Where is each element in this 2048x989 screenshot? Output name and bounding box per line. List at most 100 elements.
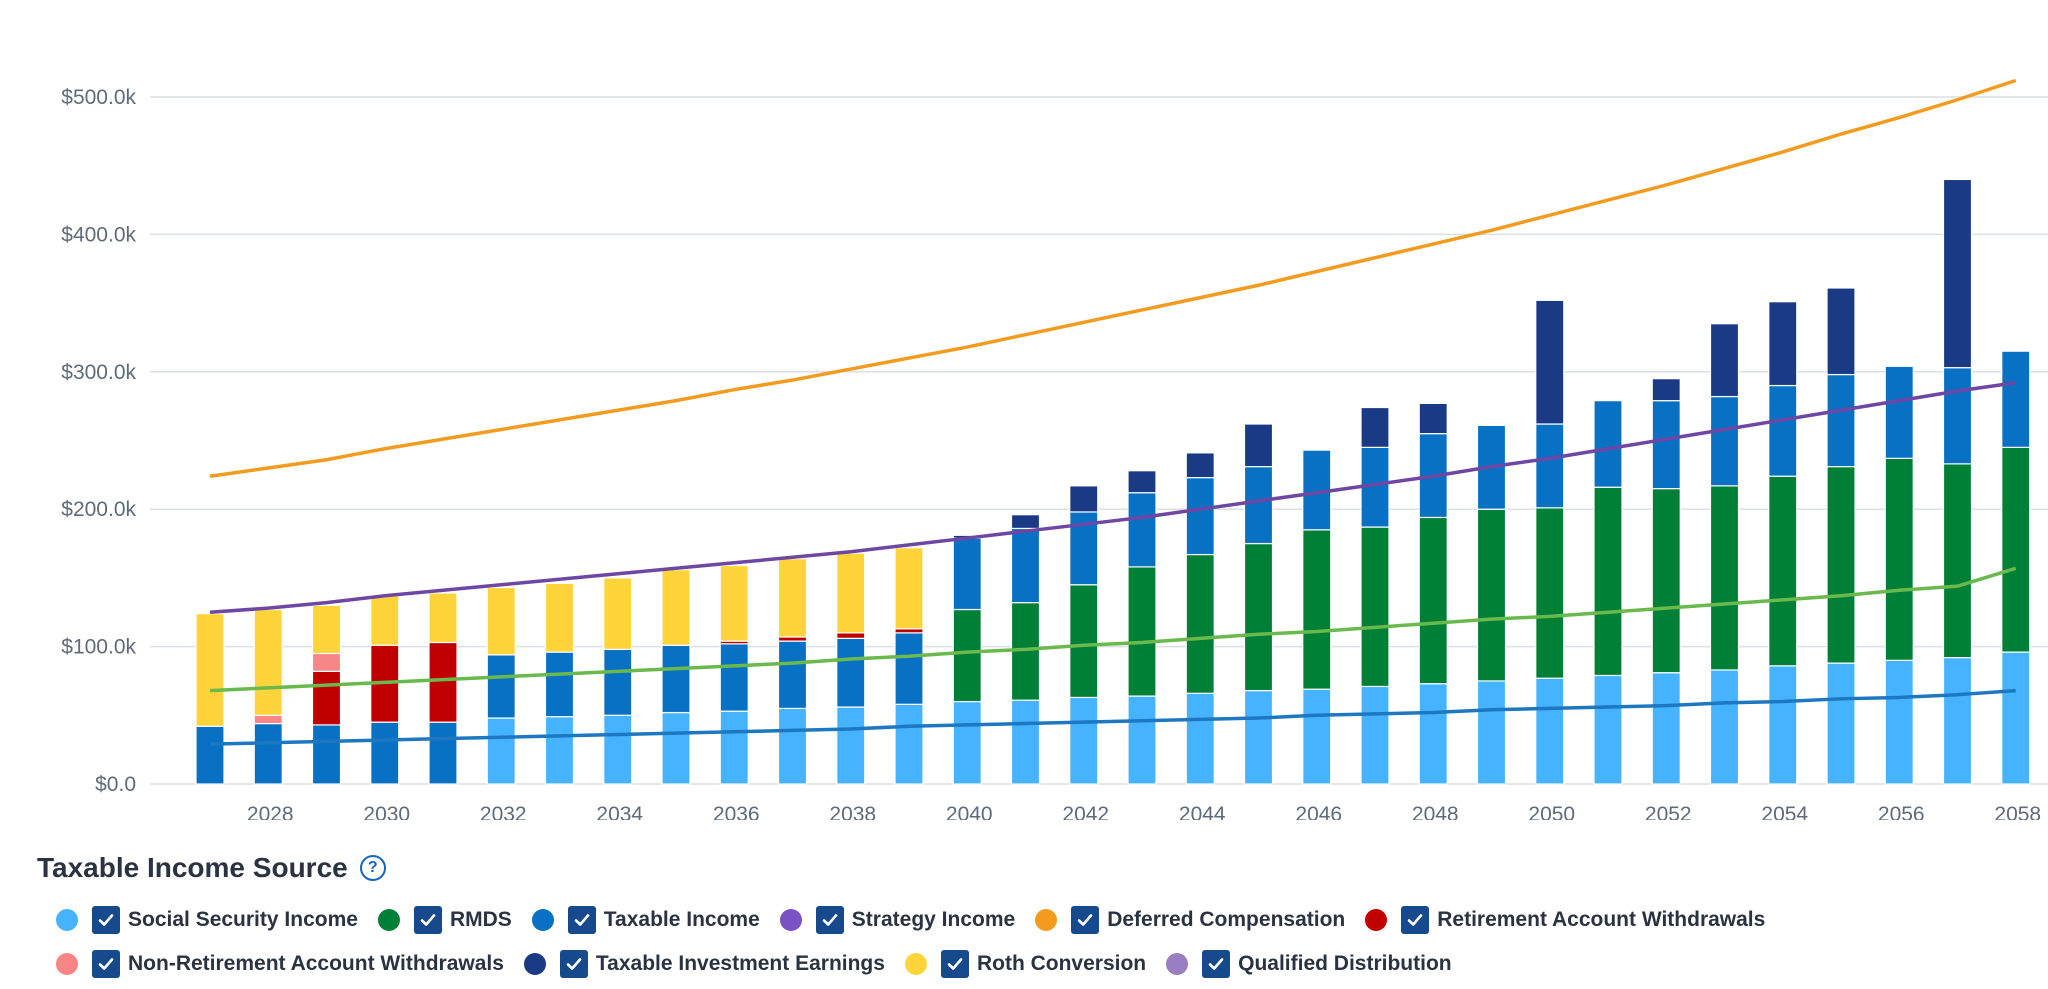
- legend-checkbox-deferred-compensation[interactable]: [1071, 906, 1100, 934]
- bar-segment-rmds-2046[interactable]: [1302, 529, 1332, 690]
- legend-checkbox-strategy-income[interactable]: [815, 906, 844, 934]
- bar-segment-rmds-2055[interactable]: [1826, 466, 1856, 664]
- bar-segment-rmds-2045[interactable]: [1243, 542, 1274, 692]
- bar-segment-taxable-investment-earnings-2048[interactable]: [1418, 402, 1448, 435]
- bar-segment-roth-conversion-2029[interactable]: [311, 604, 342, 655]
- bar-segment-social-security-income-2032[interactable]: [486, 717, 516, 785]
- bar-segment-roth-conversion-2032[interactable]: [486, 586, 516, 656]
- bar-segment-taxable-income-2035[interactable]: [661, 644, 691, 714]
- legend-item-qualified-distribution[interactable]: Qualified Distribution: [1166, 950, 1452, 978]
- bar-segment-taxable-investment-earnings-2042[interactable]: [1069, 485, 1099, 513]
- bar-segment-taxable-income-2037[interactable]: [777, 640, 808, 710]
- bar-segment-taxable-income-2030[interactable]: [370, 721, 400, 785]
- bar-segment-taxable-income-2029[interactable]: [311, 724, 342, 785]
- bar-segment-social-security-income-2042[interactable]: [1069, 696, 1099, 785]
- bar-segment-social-security-income-2039[interactable]: [894, 703, 924, 785]
- bar-segment-retirement-account-withdrawals-2031[interactable]: [428, 641, 458, 723]
- bar-segment-taxable-investment-earnings-2052[interactable]: [1651, 378, 1681, 402]
- bar-segment-retirement-account-withdrawals-2038[interactable]: [836, 632, 866, 639]
- bar-segment-social-security-income-2035[interactable]: [661, 711, 691, 785]
- bar-segment-taxable-income-2057[interactable]: [1942, 367, 1973, 465]
- bar-segment-rmds-2058[interactable]: [2001, 446, 2031, 653]
- bar-segment-rmds-2052[interactable]: [1651, 487, 1681, 674]
- bar-segment-social-security-income-2049[interactable]: [1476, 680, 1507, 785]
- legend-item-rmds[interactable]: RMDS: [377, 906, 512, 934]
- bar-segment-roth-conversion-2036[interactable]: [719, 564, 749, 642]
- legend-checkbox-roth-conversion[interactable]: [940, 950, 969, 978]
- help-icon[interactable]: ?: [359, 855, 386, 881]
- legend-checkbox-rmds[interactable]: [413, 906, 442, 934]
- legend-item-deferred-compensation[interactable]: Deferred Compensation: [1035, 906, 1345, 934]
- bar-segment-rmds-2040[interactable]: [952, 608, 982, 703]
- bar-segment-taxable-investment-earnings-2044[interactable]: [1185, 452, 1215, 479]
- bar-segment-social-security-income-2055[interactable]: [1826, 662, 1856, 785]
- bar-segment-taxable-investment-earnings-2055[interactable]: [1826, 287, 1856, 376]
- bar-segment-taxable-income-2055[interactable]: [1826, 373, 1856, 468]
- bar-segment-taxable-investment-earnings-2050[interactable]: [1535, 299, 1565, 425]
- bar-segment-taxable-income-2033[interactable]: [544, 651, 575, 718]
- bar-segment-social-security-income-2038[interactable]: [836, 706, 866, 785]
- bar-segment-rmds-2057[interactable]: [1942, 463, 1973, 659]
- bar-segment-taxable-income-2052[interactable]: [1651, 400, 1681, 490]
- bar-segment-social-security-income-2056[interactable]: [1884, 659, 1914, 785]
- legend-checkbox-social-security-income[interactable]: [92, 906, 120, 934]
- bar-segment-taxable-income-2027[interactable]: [195, 725, 225, 785]
- bar-segment-roth-conversion-2030[interactable]: [370, 595, 400, 646]
- bar-segment-rmds-2050[interactable]: [1535, 507, 1565, 679]
- bar-segment-taxable-income-2054[interactable]: [1768, 384, 1798, 477]
- bar-segment-roth-conversion-2033[interactable]: [544, 582, 575, 653]
- legend-item-strategy-income[interactable]: Strategy Income: [779, 906, 1015, 934]
- bar-segment-rmds-2054[interactable]: [1768, 475, 1798, 667]
- bar-segment-roth-conversion-2034[interactable]: [603, 577, 633, 650]
- legend-item-roth-conversion[interactable]: Roth Conversion: [904, 950, 1146, 978]
- bar-segment-retirement-account-withdrawals-2029[interactable]: [311, 670, 342, 726]
- bar-segment-rmds-2044[interactable]: [1185, 553, 1215, 694]
- bar-segment-social-security-income-2043[interactable]: [1127, 695, 1157, 785]
- bar-segment-social-security-income-2041[interactable]: [1010, 699, 1041, 785]
- legend-checkbox-taxable-investment-earnings[interactable]: [559, 950, 588, 978]
- bar-segment-taxable-income-2045[interactable]: [1243, 466, 1274, 545]
- bar-segment-taxable-income-2053[interactable]: [1709, 395, 1740, 487]
- bar-segment-taxable-investment-earnings-2043[interactable]: [1127, 470, 1157, 494]
- bar-segment-taxable-investment-earnings-2045[interactable]: [1243, 423, 1274, 468]
- bar-segment-social-security-income-2033[interactable]: [544, 716, 575, 785]
- bar-segment-taxable-income-2036[interactable]: [719, 643, 749, 712]
- bar-segment-taxable-income-2043[interactable]: [1127, 492, 1157, 568]
- bar-segment-social-security-income-2037[interactable]: [777, 707, 808, 785]
- legend-item-taxable-income[interactable]: Taxable Income: [531, 906, 760, 934]
- bar-segment-taxable-income-2034[interactable]: [603, 648, 633, 716]
- legend-checkbox-retirement-account-withdrawals[interactable]: [1401, 906, 1430, 934]
- bar-segment-rmds-2042[interactable]: [1069, 584, 1099, 699]
- bar-segment-rmds-2043[interactable]: [1127, 566, 1157, 697]
- bar-segment-taxable-income-2038[interactable]: [836, 637, 866, 708]
- bar-segment-taxable-investment-earnings-2054[interactable]: [1768, 301, 1798, 387]
- bar-segment-taxable-investment-earnings-2041[interactable]: [1010, 514, 1041, 530]
- legend-item-retirement-account-withdrawals[interactable]: Retirement Account Withdrawals: [1365, 906, 1765, 934]
- legend-item-taxable-investment-earnings[interactable]: Taxable Investment Earnings: [523, 950, 885, 978]
- legend-item-non-retirement-account-withdrawals[interactable]: Non-Retirement Account Withdrawals: [56, 950, 504, 978]
- bar-segment-social-security-income-2050[interactable]: [1535, 677, 1565, 785]
- bar-segment-retirement-account-withdrawals-2039[interactable]: [894, 628, 924, 634]
- bar-segment-roth-conversion-2038[interactable]: [836, 552, 866, 634]
- bar-segment-taxable-income-2039[interactable]: [894, 632, 924, 705]
- bar-segment-social-security-income-2054[interactable]: [1768, 665, 1798, 785]
- bar-segment-social-security-income-2046[interactable]: [1302, 688, 1332, 785]
- bar-segment-taxable-income-2044[interactable]: [1185, 476, 1215, 556]
- bar-segment-taxable-income-2058[interactable]: [2001, 350, 2031, 448]
- bar-segment-social-security-income-2044[interactable]: [1185, 692, 1215, 785]
- bar-segment-roth-conversion-2028[interactable]: [253, 608, 283, 716]
- bar-segment-roth-conversion-2037[interactable]: [777, 558, 808, 638]
- bar-segment-taxable-income-2050[interactable]: [1535, 423, 1565, 509]
- bar-segment-social-security-income-2034[interactable]: [603, 714, 633, 785]
- bar-segment-social-security-income-2051[interactable]: [1593, 674, 1623, 785]
- bar-segment-rmds-2047[interactable]: [1360, 526, 1390, 688]
- bar-segment-social-security-income-2057[interactable]: [1942, 656, 1973, 785]
- legend-checkbox-taxable-income[interactable]: [567, 906, 596, 934]
- bar-segment-taxable-investment-earnings-2057[interactable]: [1942, 178, 1973, 369]
- bar-segment-social-security-income-2053[interactable]: [1709, 669, 1740, 785]
- bar-segment-non-retirement-account-withdrawals-2028[interactable]: [253, 714, 283, 725]
- bar-segment-roth-conversion-2031[interactable]: [428, 592, 458, 644]
- bar-segment-roth-conversion-2027[interactable]: [195, 613, 225, 727]
- bar-segment-roth-conversion-2035[interactable]: [661, 569, 691, 646]
- bar-segment-taxable-income-2028[interactable]: [253, 722, 283, 785]
